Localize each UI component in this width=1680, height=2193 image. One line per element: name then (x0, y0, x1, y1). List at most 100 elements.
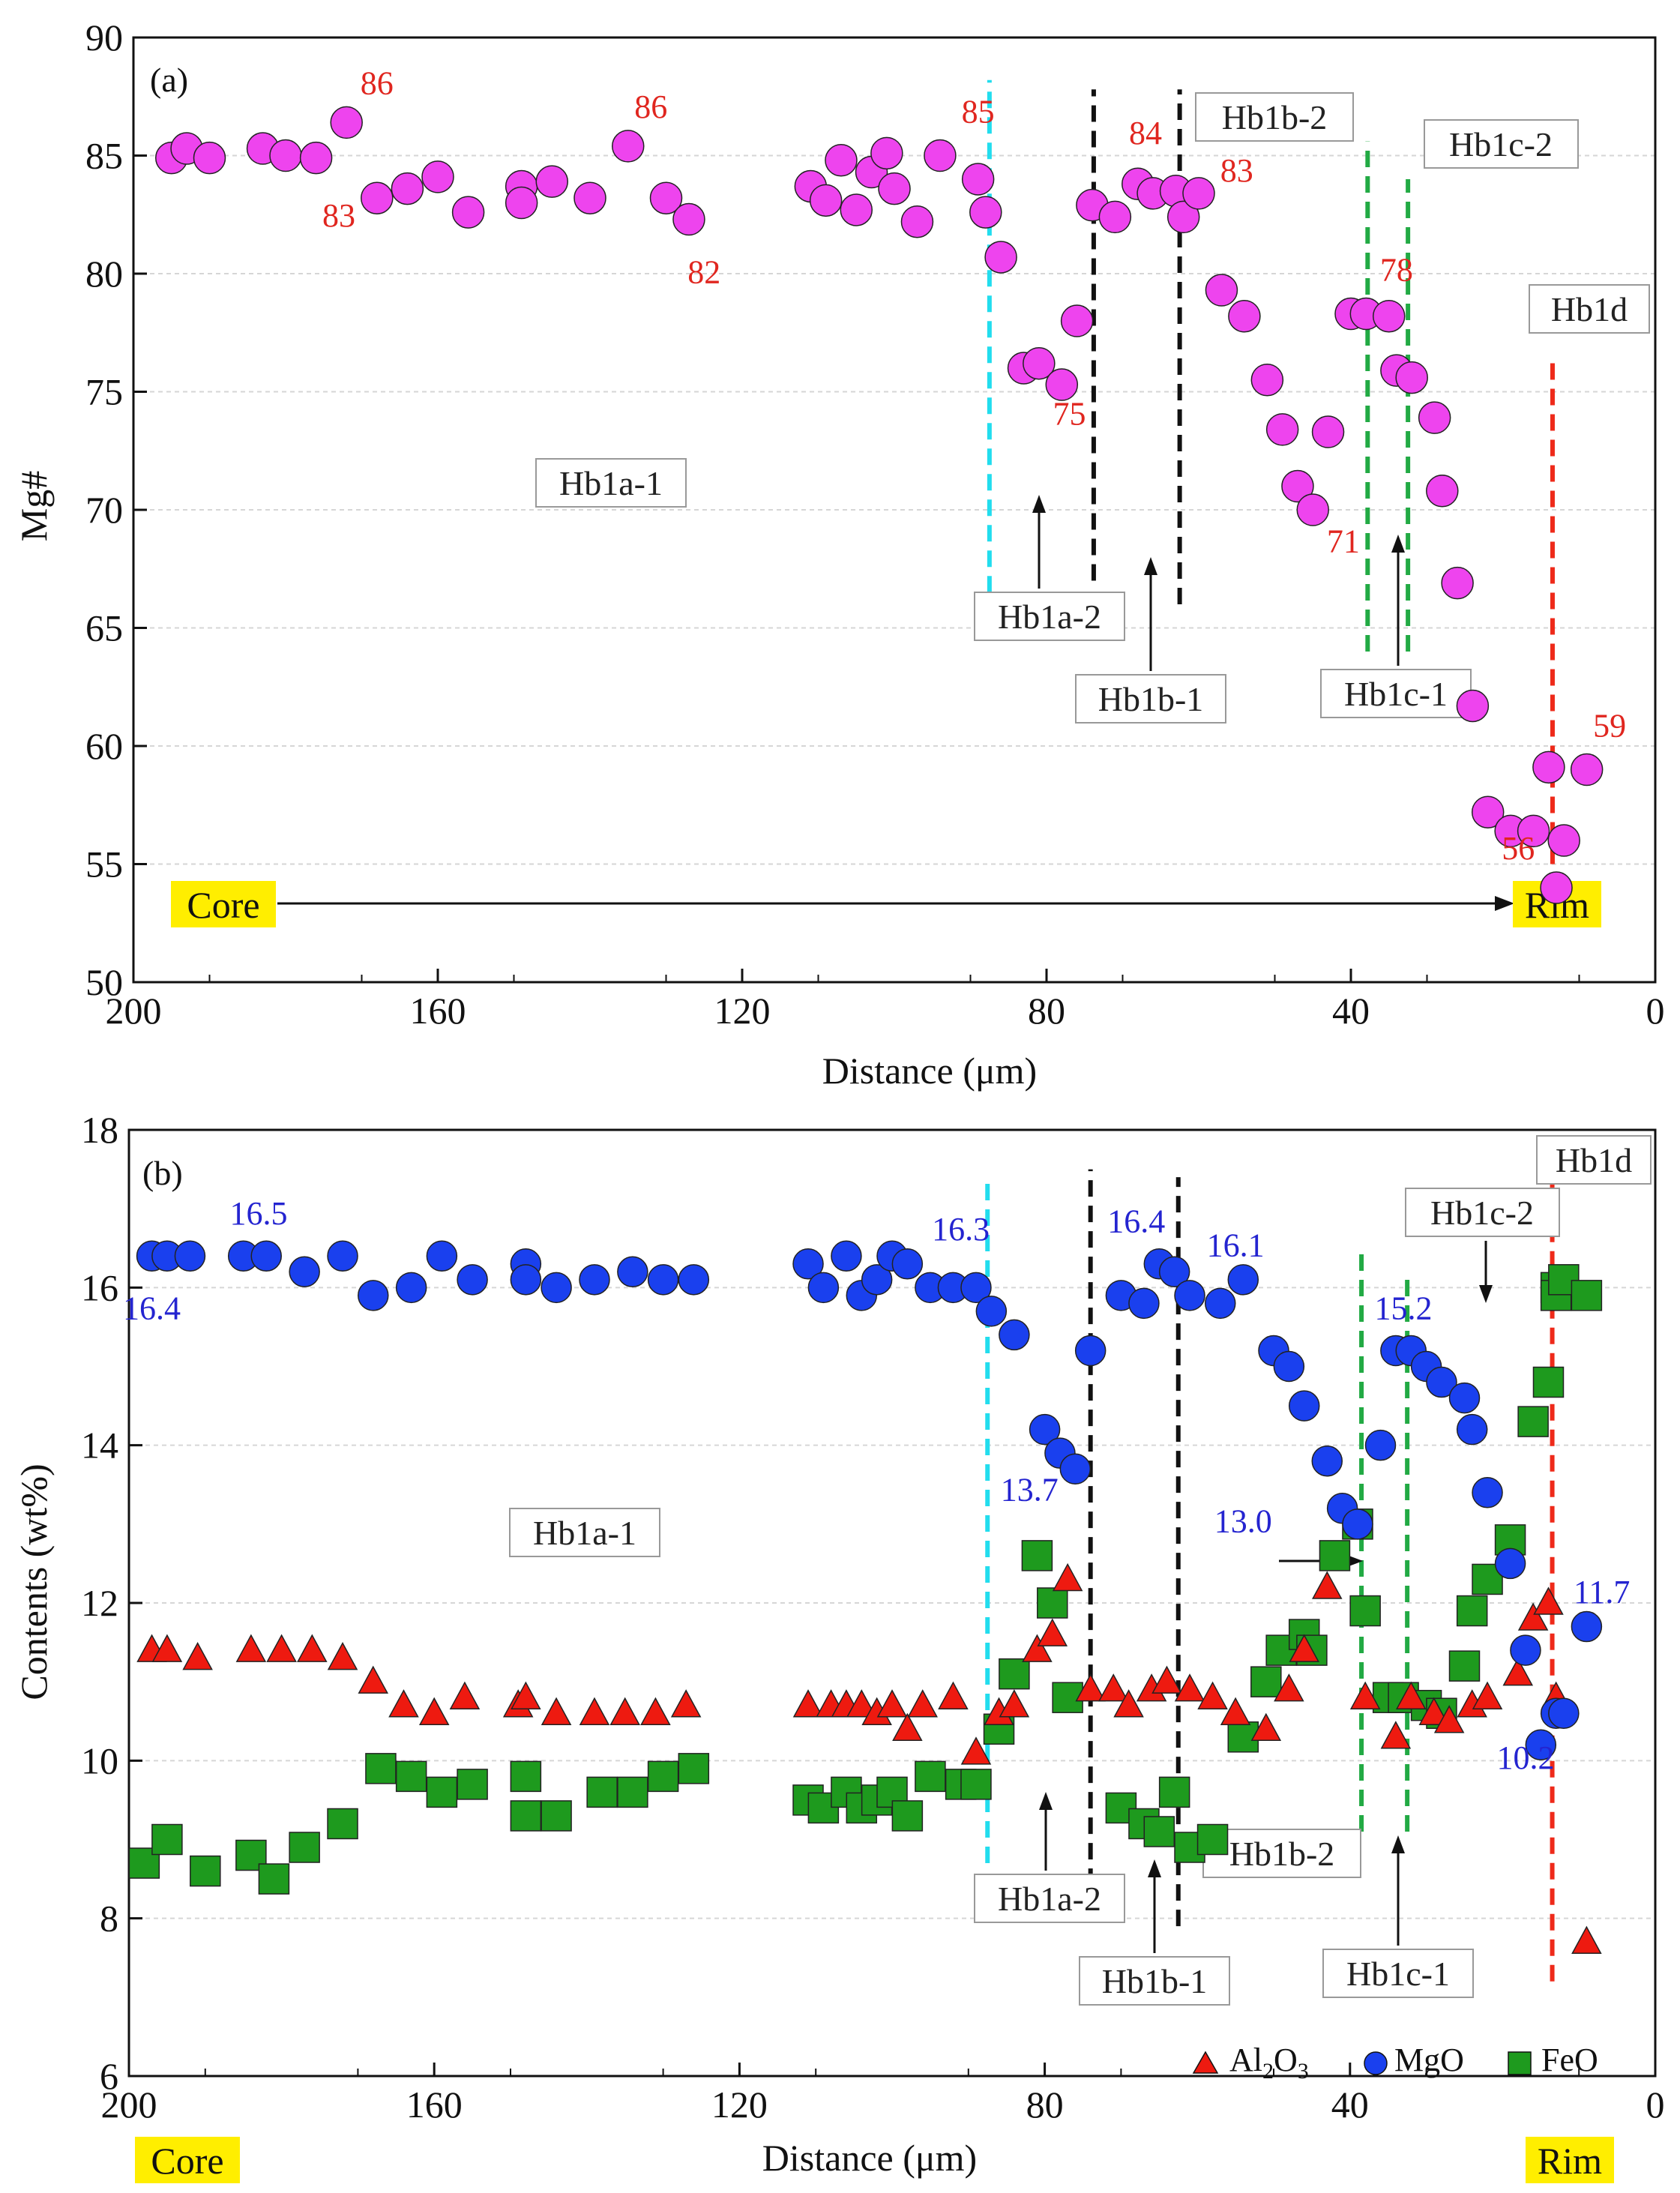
mg-number-point (900, 205, 934, 238)
mgo-point (289, 1256, 320, 1288)
mg-number-point (451, 196, 485, 229)
mg-number-point (809, 184, 843, 217)
mgo-point (1364, 1429, 1397, 1461)
al2o3-point (1533, 1586, 1564, 1615)
mg-number-value-label: 83 (322, 197, 355, 234)
mg-number-value-label: 56 (1502, 830, 1535, 867)
mgo-point (999, 1319, 1030, 1351)
feo-point (617, 1776, 648, 1808)
mgo-point (1494, 1547, 1526, 1580)
al2o3-point (297, 1634, 328, 1662)
al2o3-point (1418, 1697, 1450, 1725)
mgo-point (960, 1272, 992, 1304)
panel-b-y-tick-label: 8 (100, 1898, 118, 1940)
svg-text:Hb1a-1: Hb1a-1 (559, 464, 663, 502)
mg-number-point (1373, 299, 1406, 333)
svg-text:Hb1c-1: Hb1c-1 (1344, 675, 1448, 713)
feo-point (678, 1753, 710, 1784)
mg-number-point (1418, 401, 1451, 434)
zone-label-hb1b-1-a: Hb1b-1 (1075, 674, 1226, 724)
mg-number-point (1023, 346, 1056, 380)
mg-number-point (1471, 795, 1505, 828)
panel-a-x-tick-label: 40 (1332, 990, 1370, 1032)
feo-point (1250, 1666, 1282, 1697)
mgo-point (1288, 1390, 1320, 1422)
panel-b-x-tick-label: 160 (406, 2084, 463, 2126)
al2o3-point (1349, 1681, 1381, 1709)
mgo-point (1510, 1634, 1541, 1666)
panel-a-data-points (155, 106, 1604, 904)
feo-point (1037, 1587, 1068, 1619)
mg-number-value-label: 86 (361, 65, 394, 102)
zone-label-hb1a-2-a: Hb1a-2 (974, 592, 1125, 641)
panel-b: 200 160 120 80 40 0 6 8 10 12 14 16 18 (b) Distance… (13, 1109, 1665, 2183)
mg-number-point (1441, 566, 1474, 600)
mg-number-point (1250, 364, 1284, 397)
zone-label-hb1a-1-a: Hb1a-1 (535, 458, 687, 508)
svg-text:Hb1c-2: Hb1c-2 (1449, 125, 1553, 163)
zone-label-hb1d-b: Hb1d (1536, 1135, 1652, 1185)
mgo-point (510, 1264, 542, 1296)
legend-feo-label: FeO (1541, 2042, 1598, 2078)
al2o3-point (388, 1689, 419, 1718)
feo-point (1532, 1366, 1565, 1398)
mg-number-point (1060, 304, 1094, 337)
panel-a-y-tick-label: 75 (85, 371, 123, 413)
al2o3-point (1472, 1681, 1503, 1709)
panel-a-x-tick-label: 80 (1028, 990, 1065, 1032)
mgo-point (457, 1264, 488, 1296)
al2o3-point (182, 1642, 213, 1670)
mgo-value-label: 16.5 (230, 1195, 288, 1232)
mg-number-value-label: 82 (687, 254, 720, 291)
panel-a-x-tick-label: 0 (1646, 990, 1665, 1032)
mg-number-value-label: 78 (1380, 251, 1413, 288)
feo-point (426, 1776, 458, 1808)
svg-text:Hb1c-2: Hb1c-2 (1430, 1194, 1534, 1232)
al2o3-point (938, 1681, 969, 1709)
panel-b-x-tick-label: 120 (711, 2084, 768, 2126)
mg-number-point (1532, 750, 1565, 784)
zone-label-hb1a-1-b: Hb1a-1 (509, 1508, 660, 1557)
mg-number-point (1540, 871, 1573, 904)
feo-point (541, 1800, 572, 1832)
feo-point (510, 1800, 542, 1832)
mg-number-point (1166, 200, 1200, 234)
al2o3-point (1433, 1705, 1465, 1733)
feo-point (510, 1760, 542, 1793)
feo-point (1448, 1650, 1481, 1682)
mg-number-value-label: 75 (1053, 396, 1086, 433)
svg-text:Hb1a-2: Hb1a-2 (998, 1880, 1101, 1918)
panel-a-y-tick-label: 65 (85, 607, 123, 649)
panel-a-y-tick-label: 50 (85, 961, 123, 1003)
mgo-point (1074, 1335, 1107, 1367)
al2o3-point (1151, 1665, 1182, 1694)
zone-label-hb1c-2-a: Hb1c-2 (1424, 119, 1579, 169)
al2o3-point (266, 1634, 297, 1662)
al2o3-point (1289, 1634, 1319, 1662)
feo-point (999, 1658, 1030, 1690)
panel-a-y-ticks: 50 55 60 65 70 75 80 85 90 (85, 16, 147, 1003)
zone-label-hb1c-1-b: Hb1c-1 (1322, 1949, 1474, 1998)
legend-al2o3-label: Al2O3 (1229, 2042, 1309, 2084)
feo-point (1349, 1595, 1381, 1627)
mg-number-point (969, 196, 1002, 229)
mgo-point (831, 1240, 862, 1272)
mg-number-point (1426, 475, 1459, 508)
panel-b-x-tick-label: 40 (1331, 2084, 1369, 2126)
al2o3-point (1502, 1658, 1534, 1686)
mgo-point (426, 1240, 458, 1272)
mgo-point (1029, 1413, 1061, 1446)
al2o3-point (999, 1689, 1030, 1718)
al2o3-point (1380, 1721, 1412, 1749)
mgo-value-label: 11.7 (1574, 1574, 1630, 1610)
legend: Al2O3 MgO FeO (1192, 2042, 1598, 2084)
svg-text:Hb1b-1: Hb1b-1 (1098, 680, 1204, 718)
mg-number-point (1265, 413, 1299, 446)
mg-number-value-label: 71 (1327, 523, 1360, 560)
mg-number-point (330, 106, 363, 139)
zone-label-hb1c-1-a: Hb1c-1 (1320, 669, 1472, 718)
mg-number-point (269, 139, 302, 172)
mgo-value-label: 15.2 (1375, 1290, 1433, 1326)
al2o3-point (609, 1697, 640, 1725)
